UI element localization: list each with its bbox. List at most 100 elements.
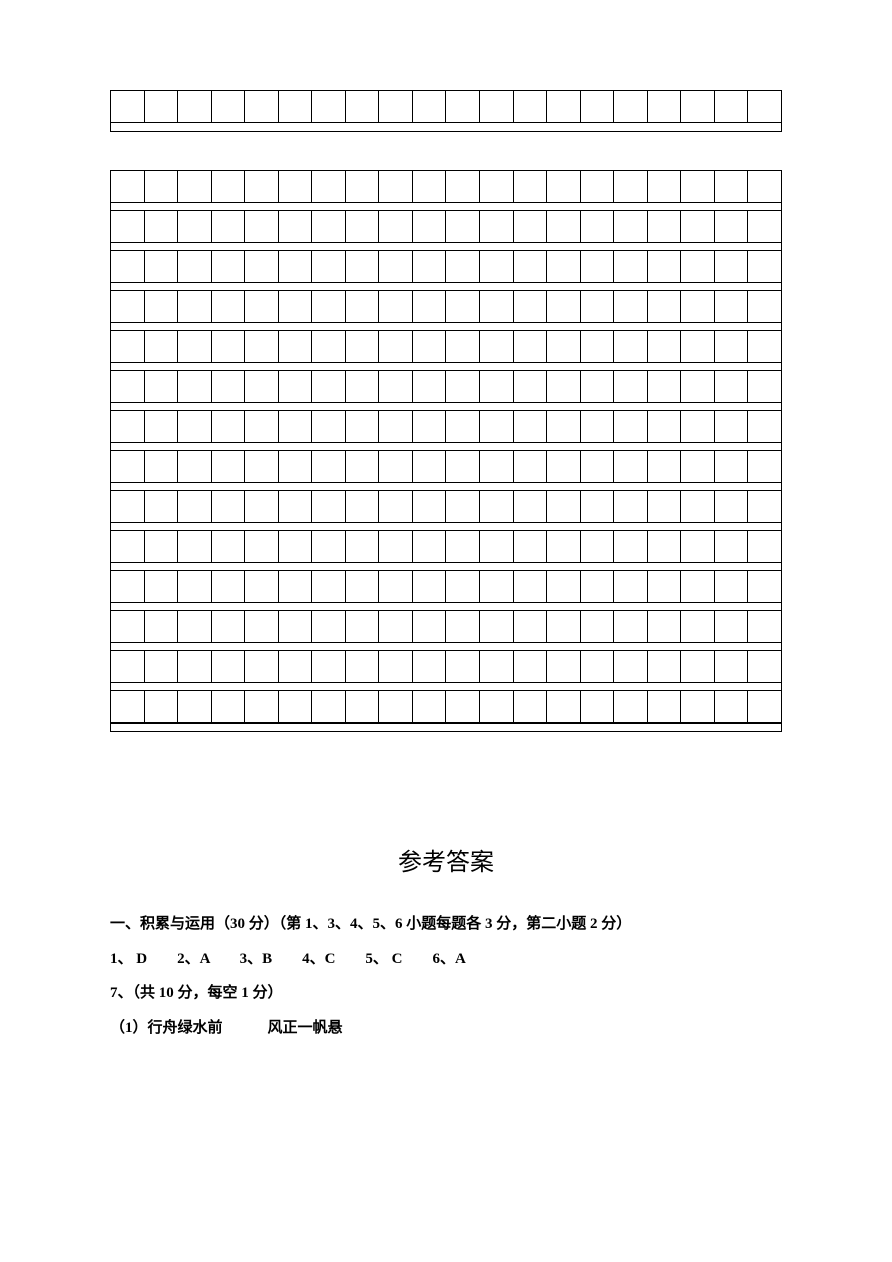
grid-spacer bbox=[111, 243, 781, 251]
grid-cell bbox=[212, 331, 246, 362]
grid-cell bbox=[715, 211, 749, 242]
grid-cell bbox=[145, 291, 179, 322]
grid-cell bbox=[681, 691, 715, 722]
grid-cell bbox=[446, 491, 480, 522]
grid-cell bbox=[514, 331, 548, 362]
grid-cell bbox=[614, 331, 648, 362]
grid-cell bbox=[312, 651, 346, 682]
grid-cell bbox=[145, 411, 179, 442]
grid-cell bbox=[648, 451, 682, 482]
grid-cell bbox=[480, 91, 514, 122]
grid-spacer bbox=[111, 123, 781, 131]
grid-cell bbox=[413, 371, 447, 402]
grid-cell bbox=[111, 571, 145, 602]
grid-cell bbox=[346, 291, 380, 322]
grid-cell bbox=[581, 251, 615, 282]
grid-row bbox=[111, 331, 781, 363]
grid-cell bbox=[178, 211, 212, 242]
grid-cell bbox=[212, 691, 246, 722]
grid-cell bbox=[379, 211, 413, 242]
grid-row bbox=[111, 251, 781, 283]
grid-row bbox=[111, 291, 781, 323]
grid-cell bbox=[111, 491, 145, 522]
grid-cell bbox=[178, 91, 212, 122]
grid-cell bbox=[245, 451, 279, 482]
grid-cell bbox=[715, 331, 749, 362]
grid-cell bbox=[715, 691, 749, 722]
grid-cell bbox=[614, 411, 648, 442]
grid-spacer bbox=[111, 363, 781, 371]
grid-cell bbox=[212, 371, 246, 402]
grid-cell bbox=[748, 211, 781, 242]
grid-cell bbox=[514, 211, 548, 242]
grid-cell bbox=[681, 491, 715, 522]
grid-cell bbox=[312, 611, 346, 642]
grid-cell bbox=[480, 291, 514, 322]
grid-cell bbox=[346, 171, 380, 202]
grid-cell bbox=[245, 371, 279, 402]
grid-row bbox=[111, 531, 781, 563]
grid-cell bbox=[379, 411, 413, 442]
grid-cell bbox=[614, 291, 648, 322]
answer-mc-line: 1、 D 2、A 3、B 4、C 5、 C 6、A bbox=[110, 942, 782, 977]
grid-cell bbox=[279, 211, 313, 242]
grid-cell bbox=[715, 371, 749, 402]
grid-cell bbox=[279, 171, 313, 202]
grid-cell bbox=[748, 91, 781, 122]
grid-cell bbox=[279, 91, 313, 122]
grid-cell bbox=[715, 491, 749, 522]
grid-row bbox=[111, 411, 781, 443]
grid-cell bbox=[480, 571, 514, 602]
grid-cell bbox=[547, 611, 581, 642]
grid-cell bbox=[547, 331, 581, 362]
writing-grid-block-1 bbox=[110, 90, 782, 132]
grid-cell bbox=[413, 491, 447, 522]
grid-cell bbox=[581, 491, 615, 522]
grid-cell bbox=[178, 691, 212, 722]
grid-row bbox=[111, 371, 781, 403]
grid-cell bbox=[614, 91, 648, 122]
grid-cell bbox=[715, 291, 749, 322]
grid-cell bbox=[145, 251, 179, 282]
grid-cell bbox=[346, 411, 380, 442]
grid-cell bbox=[715, 531, 749, 562]
grid-spacer bbox=[111, 523, 781, 531]
grid-cell bbox=[547, 251, 581, 282]
grid-cell bbox=[245, 651, 279, 682]
grid-cell bbox=[178, 451, 212, 482]
grid-cell bbox=[581, 571, 615, 602]
grid-cell bbox=[681, 371, 715, 402]
grid-cell bbox=[346, 451, 380, 482]
grid-cell bbox=[312, 211, 346, 242]
grid-cell bbox=[581, 291, 615, 322]
grid-cell bbox=[681, 91, 715, 122]
grid-cell bbox=[581, 411, 615, 442]
grid-cell bbox=[346, 91, 380, 122]
grid-cell bbox=[715, 91, 749, 122]
grid-cell bbox=[648, 691, 682, 722]
grid-cell bbox=[681, 451, 715, 482]
grid-cell bbox=[715, 451, 749, 482]
grid-row bbox=[111, 651, 781, 683]
grid-cell bbox=[245, 211, 279, 242]
grid-cell bbox=[648, 251, 682, 282]
grid-spacer bbox=[111, 203, 781, 211]
grid-cell bbox=[681, 411, 715, 442]
grid-cell bbox=[379, 491, 413, 522]
grid-cell bbox=[614, 611, 648, 642]
grid-cell bbox=[715, 571, 749, 602]
grid-cell bbox=[178, 411, 212, 442]
grid-cell bbox=[446, 331, 480, 362]
grid-cell bbox=[245, 411, 279, 442]
grid-cell bbox=[178, 531, 212, 562]
grid-cell bbox=[178, 251, 212, 282]
grid-cell bbox=[614, 651, 648, 682]
grid-cell bbox=[614, 451, 648, 482]
grid-cell bbox=[446, 451, 480, 482]
grid-cell bbox=[212, 451, 246, 482]
grid-cell bbox=[446, 651, 480, 682]
grid-cell bbox=[514, 371, 548, 402]
grid-cell bbox=[480, 211, 514, 242]
grid-cell bbox=[614, 571, 648, 602]
grid-cell bbox=[480, 531, 514, 562]
